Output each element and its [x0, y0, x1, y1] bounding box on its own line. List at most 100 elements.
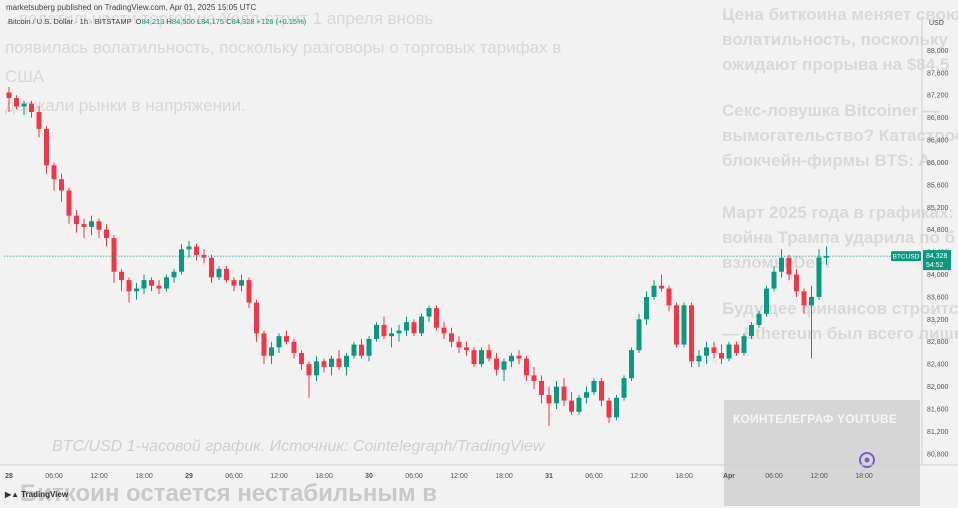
- candle-body: [66, 190, 72, 216]
- candle-body: [186, 246, 192, 250]
- candle-body: [59, 179, 64, 191]
- candle-body: [224, 268, 229, 281]
- candle-body: [599, 380, 604, 401]
- change-value: +126 (+0.15%): [256, 17, 307, 26]
- candle-body: [269, 347, 274, 356]
- time-tick-label: 06:00: [225, 473, 243, 480]
- candle-body: [524, 358, 529, 376]
- candle-body: [366, 338, 372, 356]
- candle-body: [554, 386, 559, 404]
- time-tick-label: 29: [185, 473, 193, 480]
- candle-body: [291, 341, 297, 353]
- candle-body: [329, 358, 334, 367]
- candle-body: [486, 350, 492, 359]
- candle-body: [36, 112, 42, 129]
- youtube-label: КОИНТЕЛЕГРАФ YOUTUBE: [733, 412, 898, 426]
- candle-body: [501, 361, 507, 370]
- candle-body: [314, 361, 319, 376]
- candle-body: [629, 350, 634, 379]
- candle-body: [164, 277, 169, 289]
- candle-body: [201, 254, 207, 258]
- candle-body: [396, 330, 402, 334]
- candle-body: [239, 280, 244, 286]
- time-tick-label: 06:00: [405, 473, 423, 480]
- price-tick-label: 81,200: [927, 429, 949, 436]
- candle-body: [381, 324, 387, 337]
- price-tick-label: 87,200: [927, 93, 949, 100]
- candle-body: [749, 324, 754, 337]
- time-tick-label: 06:00: [45, 473, 63, 480]
- candle-body: [786, 257, 792, 275]
- candle-body: [726, 344, 732, 359]
- time-tick-label: 12:00: [450, 473, 468, 480]
- candle-body: [576, 397, 582, 412]
- tradingview-logo-icon: ▶▲: [5, 490, 20, 499]
- candle-body: [336, 358, 342, 367]
- time-tick-label: 06:00: [765, 473, 783, 480]
- candle-body: [509, 355, 514, 362]
- countdown-label: 54:52: [926, 262, 944, 269]
- candle-body: [411, 322, 417, 334]
- price-tick-label: 84,800: [927, 227, 949, 234]
- candle-body: [156, 285, 162, 289]
- candle-body: [741, 336, 747, 353]
- candle-body: [44, 128, 49, 166]
- candle-body: [29, 103, 34, 113]
- price-tick-label: 83,200: [927, 317, 949, 324]
- candle-body: [516, 355, 522, 359]
- candle-body: [711, 347, 717, 353]
- candle-body: [809, 296, 814, 306]
- candle-body: [179, 249, 184, 272]
- time-tick-label: 31: [545, 473, 553, 480]
- candle-body: [719, 352, 724, 359]
- published-note: marketsuberg published on TradingView.co…: [6, 3, 257, 12]
- time-tick-label: 18:00: [495, 473, 513, 480]
- symbol-tag-label: BTCUSD: [893, 254, 920, 261]
- candle-body: [149, 280, 154, 286]
- candle-body: [636, 319, 642, 351]
- candle-body: [561, 386, 567, 401]
- candle-body: [651, 285, 657, 297]
- candle-body: [621, 378, 627, 398]
- candle-body: [89, 221, 94, 227]
- time-tick-label: 18:00: [675, 473, 693, 480]
- candle-body: [404, 322, 409, 331]
- candle-body: [104, 229, 109, 239]
- candle-body: [389, 333, 394, 337]
- candle-body: [531, 375, 537, 381]
- candle-body: [276, 336, 282, 348]
- candle-body: [194, 246, 199, 255]
- low-value: 84,175: [201, 17, 225, 26]
- candle-body: [246, 280, 252, 303]
- candle-body: [74, 215, 79, 225]
- candle-body: [824, 256, 829, 258]
- price-tick-label: 84,000: [927, 272, 949, 279]
- candle-body: [449, 333, 454, 342]
- candle-body: [546, 394, 552, 404]
- candle-body: [351, 344, 357, 356]
- candle-body: [584, 392, 589, 398]
- candle-body: [374, 324, 379, 339]
- high-value: 84,500: [171, 17, 195, 26]
- time-tick-label: 18:00: [135, 473, 153, 480]
- candle-body: [479, 350, 484, 365]
- candle-body: [126, 280, 132, 292]
- candle-body: [141, 280, 147, 289]
- candle-body: [539, 380, 544, 395]
- time-tick-label: 12:00: [90, 473, 108, 480]
- candle-body: [794, 274, 799, 292]
- candle-body: [14, 98, 19, 107]
- price-tick-label: 82,000: [927, 384, 949, 391]
- candle-body: [111, 238, 117, 272]
- currency-label: USD: [929, 20, 944, 27]
- tradingview-logo[interactable]: ▶▲ TradingView: [5, 490, 69, 499]
- last-price-label: 84,328: [926, 253, 948, 260]
- time-tick-label: 28: [5, 473, 13, 480]
- candle-body: [6, 92, 12, 99]
- youtube-panel[interactable]: [724, 400, 920, 506]
- candle-body: [764, 288, 769, 314]
- candle-body: [644, 296, 649, 320]
- price-tick-label: 82,800: [927, 339, 949, 346]
- time-tick-label: 12:00: [270, 473, 288, 480]
